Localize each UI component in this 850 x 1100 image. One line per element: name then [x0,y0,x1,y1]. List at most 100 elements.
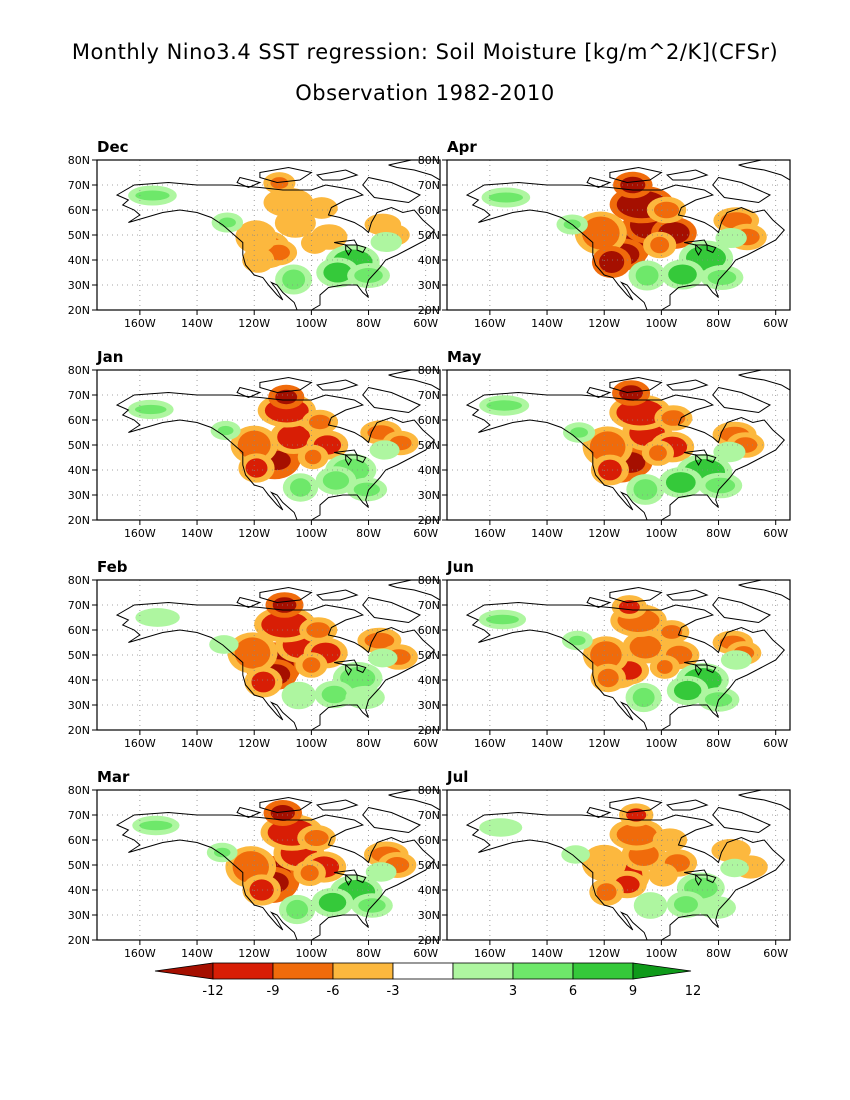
shading-blob [728,655,745,665]
colorbar-swatch [272,962,334,980]
lake-outline [345,243,353,257]
lat-tick-label: 40N [418,464,440,477]
shading-blob [318,892,347,913]
lon-tick-label: 160W [474,947,506,960]
lon-tick-label: 100W [645,527,677,540]
map-svg: 80N 70N 60N 50N 40N 30N 20N 160W 140W 120W 100W 80W… [418,364,791,540]
lat-tick-label: 50N [68,649,90,662]
lon-tick-label: 160W [474,527,506,540]
lat-tick-label: 20N [68,514,90,527]
lake-outline [695,243,703,257]
colorbar-swatch [212,962,274,980]
lake-outline [356,454,367,464]
lat-tick-label: 70N [418,179,440,192]
lat-tick-label: 30N [68,279,90,292]
map-svg: 80N 70N 60N 50N 40N 30N 20N 160W 140W 120W 100W 80W… [418,574,791,750]
shading-blob [665,472,696,493]
shading-blob [589,849,620,877]
coastline [586,806,612,819]
shading-blob [656,660,673,674]
shading-blob [322,471,350,490]
shading-blob [281,213,309,233]
shading-blob [722,233,740,243]
coastline [236,176,262,189]
shading-blob [261,611,309,638]
coastline [115,811,436,940]
lat-tick-label: 80N [68,784,90,797]
coastline [609,796,663,814]
shading-blob [134,404,167,415]
lon-tick-label: 60W [413,317,438,330]
shading-blob [640,897,661,914]
lon-tick-label: 80W [356,947,381,960]
lon-tick-label: 60W [763,737,788,750]
lon-tick-label: 100W [295,737,327,750]
colorbar-swatch [572,962,634,980]
coastline [712,176,772,204]
shading-blob [300,865,319,881]
shading-blob [353,482,380,497]
shading-blob [321,685,347,704]
lat-tick-label: 80N [68,154,90,167]
lake-outline [706,244,717,254]
lat-tick-label: 20N [418,514,440,527]
coastline [665,169,709,181]
lake-outline [356,874,367,884]
lake-outline [345,453,353,467]
colorbar-swatch [452,962,514,980]
colorbar-label: -3 [387,984,400,999]
lat-tick-label: 50N [418,859,440,872]
lat-tick-label: 30N [68,699,90,712]
lon-tick-label: 140W [181,947,213,960]
colorbar-label: -6 [327,984,340,999]
map-panel-jul: Jul 80N 70N 60N 50N 40N 30N 20N 160W 140W 120W 100W… [407,768,827,985]
coastline [259,796,313,814]
panel-month-label: Dec [97,138,129,156]
map-svg: 80N 70N 60N 50N 40N 30N 20N 160W 140W 120W 100W 80W… [68,154,441,330]
shading-blob [653,201,680,219]
coastline [362,386,422,414]
lat-tick-label: 50N [418,649,440,662]
shading-blob [286,899,309,920]
lon-tick-label: 120W [588,527,620,540]
shading-blob [142,613,173,622]
lon-tick-label: 160W [124,527,156,540]
lat-tick-label: 30N [418,909,440,922]
colorbar-swatch [392,962,454,980]
shading-blob [308,237,322,249]
lat-tick-label: 20N [418,304,440,317]
lon-tick-label: 140W [531,527,563,540]
lake-outline [706,454,717,464]
coastline [738,160,790,181]
lon-tick-label: 80W [706,317,731,330]
lon-tick-label: 60W [763,947,788,960]
shading-blob [589,431,626,463]
lake-outline [345,663,353,677]
lat-tick-label: 40N [418,884,440,897]
coastline [362,806,422,834]
lon-tick-label: 100W [645,737,677,750]
shading-blob [275,389,298,405]
colorbar-label: 6 [569,984,577,999]
coastline [388,580,440,601]
lat-tick-label: 70N [68,599,90,612]
panel-month-label: Apr [447,138,477,156]
shading-blob [668,264,697,285]
lon-tick-label: 160W [124,737,156,750]
lon-tick-label: 140W [181,317,213,330]
lake-outline [706,664,717,674]
lat-tick-label: 60N [68,834,90,847]
coastline [259,376,313,394]
shading-blob [569,635,586,646]
map-panel-feb: Feb 80N 70N 60N 50N 40N 30N 20N 160W 140W 120W 100W… [57,558,477,775]
shading-blob [649,445,667,461]
coastline [609,166,663,184]
lat-tick-label: 60N [68,204,90,217]
coastline [738,370,790,391]
shading-blob [650,236,670,254]
lon-tick-label: 120W [588,947,620,960]
coastline [586,176,612,189]
panel-month-label: Mar [97,768,130,786]
shading-blob [619,385,643,401]
shading-blob [270,805,295,821]
